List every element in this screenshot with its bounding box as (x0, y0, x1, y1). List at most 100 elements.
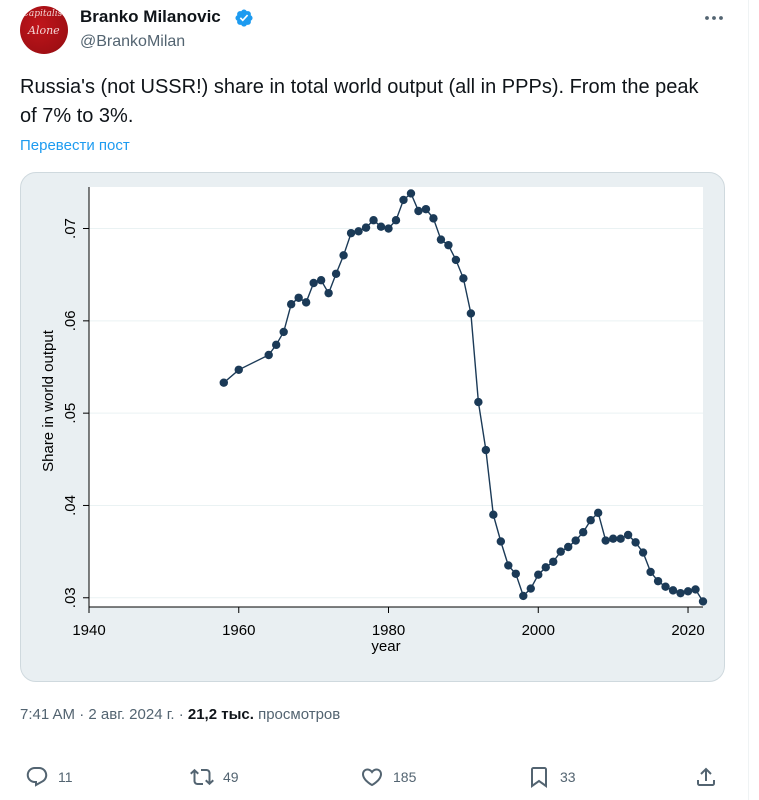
views-count: 21,2 тыс. (187, 706, 254, 723)
meta-separator: · (174, 706, 188, 723)
share-button[interactable] (694, 760, 727, 794)
x-tick-label: 1980 (372, 622, 405, 639)
data-point (534, 570, 543, 579)
retweet-button[interactable]: 49 (190, 760, 239, 794)
x-tick-label: 1960 (222, 622, 255, 639)
column-divider (748, 0, 749, 800)
y-tick-label: .03 (62, 587, 79, 608)
plot-area (89, 187, 703, 607)
data-point (683, 587, 693, 596)
y-tick-label: .05 (62, 403, 79, 424)
data-point (549, 557, 558, 566)
x-tick-label: 1940 (72, 622, 105, 639)
translate-link[interactable]: Перевести пост (20, 137, 130, 154)
data-point (466, 309, 476, 318)
meta-separator: · (75, 706, 89, 723)
x-axis-label: year (371, 638, 400, 655)
heart-icon (361, 768, 383, 787)
data-point (631, 538, 640, 547)
verified-badge-icon (235, 9, 253, 27)
reply-count: 11 (58, 769, 73, 785)
tweet-date[interactable]: 2 авг. 2024 г. (88, 706, 175, 723)
data-point (489, 510, 498, 519)
data-point (436, 235, 446, 244)
data-point (361, 223, 371, 232)
data-point (653, 576, 663, 586)
data-point (526, 584, 535, 593)
data-point (578, 528, 588, 537)
data-point (346, 228, 356, 238)
data-point (264, 350, 273, 360)
y-axis-label: Share in world output (40, 329, 57, 472)
views-label: просмотров (258, 706, 341, 723)
tweet-media[interactable]: .03 .04 .05 .06 .07 1940 1960 1980 2000 2020 year S… (20, 172, 725, 682)
data-point (406, 189, 416, 198)
share-icon (697, 767, 715, 786)
reply-icon (26, 767, 48, 787)
data-point (608, 534, 618, 543)
data-point (519, 591, 528, 601)
bookmark-count: 33 (560, 769, 576, 785)
y-tick-label: .04 (62, 495, 79, 516)
data-point (474, 397, 483, 407)
data-point (399, 195, 408, 205)
tweet-text: Russia's (not USSR!) share in total worl… (20, 76, 699, 127)
retweet-count: 49 (223, 769, 239, 785)
tweet-meta: 7:41 AM · 2 авг. 2024 г. · 21,2 тыс. про… (20, 706, 340, 723)
data-point (496, 537, 506, 546)
data-point (668, 586, 678, 595)
author-name[interactable]: Branko Milanovic (80, 7, 221, 26)
data-point (271, 340, 281, 350)
data-point (616, 534, 625, 543)
data-point (511, 569, 521, 578)
more-options-icon[interactable] (702, 8, 726, 28)
data-point (593, 508, 603, 518)
bookmark-icon (531, 767, 547, 788)
data-point (316, 276, 326, 285)
like-count: 185 (393, 769, 417, 785)
data-point (324, 288, 333, 298)
data-point (676, 588, 685, 598)
data-point (481, 445, 491, 455)
data-point (661, 582, 670, 591)
data-point (691, 585, 700, 594)
data-point (698, 597, 708, 606)
data-point (601, 536, 610, 545)
data-point (504, 561, 513, 570)
data-point (623, 530, 633, 540)
bookmark-button[interactable]: 33 (527, 760, 576, 794)
author-handle[interactable]: @BrankoMilan (80, 33, 186, 50)
data-point (571, 536, 580, 545)
data-point (339, 251, 348, 260)
data-point (429, 214, 438, 223)
data-point (376, 222, 386, 231)
data-point (556, 547, 565, 556)
data-point (234, 365, 243, 374)
data-point (586, 516, 595, 525)
y-tick-label: .06 (62, 310, 79, 331)
x-tick-label: 2000 (522, 622, 555, 639)
data-point (286, 300, 296, 309)
avatar[interactable]: Capitalism Alone (20, 6, 68, 54)
data-point (638, 548, 648, 557)
data-point (301, 298, 311, 307)
data-point (219, 378, 228, 387)
x-tick-label: 2020 (671, 622, 704, 639)
data-point (391, 216, 401, 225)
data-point (354, 227, 363, 236)
data-point (369, 216, 378, 225)
data-point (309, 278, 318, 288)
data-point (444, 240, 453, 250)
data-point (294, 293, 303, 302)
data-point (384, 224, 393, 233)
data-point (459, 274, 468, 283)
data-point (646, 567, 655, 577)
data-point (421, 204, 431, 214)
data-point (451, 255, 461, 265)
tweet-time[interactable]: 7:41 AM (20, 706, 76, 723)
data-point (279, 327, 288, 337)
data-point (331, 269, 341, 278)
like-button[interactable]: 185 (360, 760, 416, 794)
reply-button[interactable]: 11 (25, 760, 73, 794)
action-bar: 11 49 185 33 (0, 760, 759, 794)
